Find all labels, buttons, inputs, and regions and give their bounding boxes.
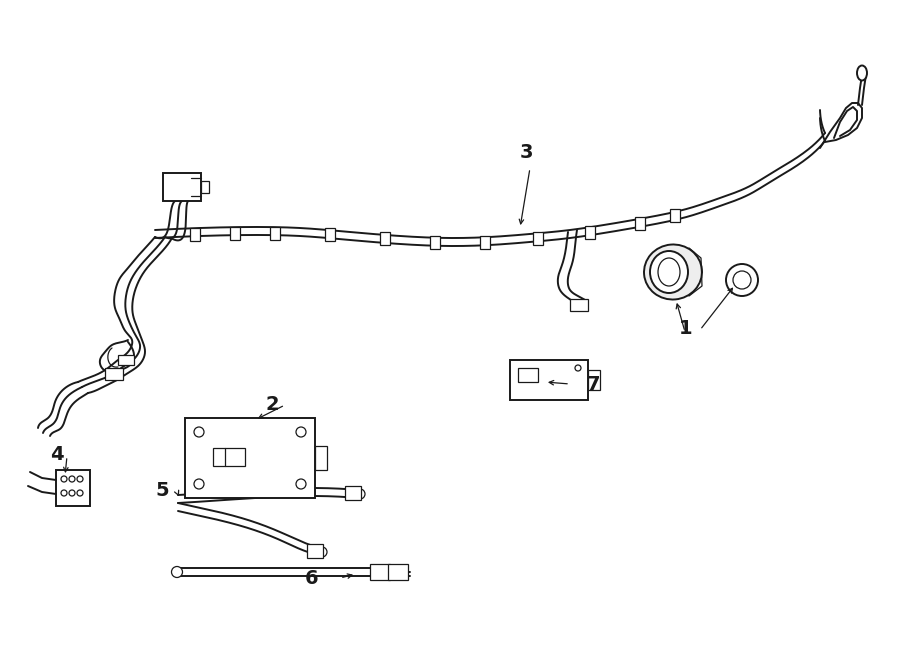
Bar: [201, 181, 209, 193]
Ellipse shape: [650, 251, 688, 293]
Ellipse shape: [857, 66, 867, 81]
Bar: [315, 446, 327, 470]
Ellipse shape: [317, 547, 327, 557]
Bar: [325, 228, 335, 240]
Bar: [518, 368, 538, 382]
Bar: [190, 228, 200, 240]
Bar: [230, 226, 240, 240]
Bar: [56, 470, 90, 506]
Circle shape: [69, 476, 75, 482]
Ellipse shape: [172, 567, 183, 577]
Bar: [370, 564, 390, 580]
Text: 2: 2: [266, 395, 279, 414]
Bar: [635, 216, 645, 230]
Ellipse shape: [355, 489, 365, 499]
Circle shape: [61, 490, 67, 496]
Bar: [533, 232, 543, 244]
Text: 7: 7: [587, 375, 601, 393]
Bar: [480, 236, 490, 248]
Bar: [270, 226, 280, 240]
Bar: [213, 448, 245, 466]
Bar: [185, 418, 315, 498]
Text: 4: 4: [50, 446, 64, 465]
Circle shape: [575, 365, 581, 371]
Circle shape: [61, 476, 67, 482]
Circle shape: [733, 271, 751, 289]
Circle shape: [726, 264, 758, 296]
Text: 5: 5: [155, 481, 169, 500]
Text: 1: 1: [680, 318, 693, 338]
Bar: [430, 236, 440, 248]
Circle shape: [77, 490, 83, 496]
Bar: [588, 370, 600, 390]
Circle shape: [77, 476, 83, 482]
Bar: [105, 368, 123, 380]
Circle shape: [296, 427, 306, 437]
Circle shape: [194, 479, 204, 489]
Bar: [670, 209, 680, 222]
Bar: [163, 173, 201, 201]
Circle shape: [296, 479, 306, 489]
Ellipse shape: [644, 244, 702, 299]
Bar: [570, 299, 588, 311]
Circle shape: [69, 490, 75, 496]
Bar: [510, 360, 588, 400]
Bar: [380, 232, 390, 244]
Bar: [345, 486, 361, 500]
Bar: [307, 544, 323, 558]
Bar: [118, 355, 134, 365]
Bar: [388, 564, 408, 580]
Text: 6: 6: [305, 569, 319, 587]
Text: 3: 3: [519, 142, 533, 162]
Ellipse shape: [658, 258, 680, 286]
Bar: [585, 226, 595, 238]
Circle shape: [194, 427, 204, 437]
